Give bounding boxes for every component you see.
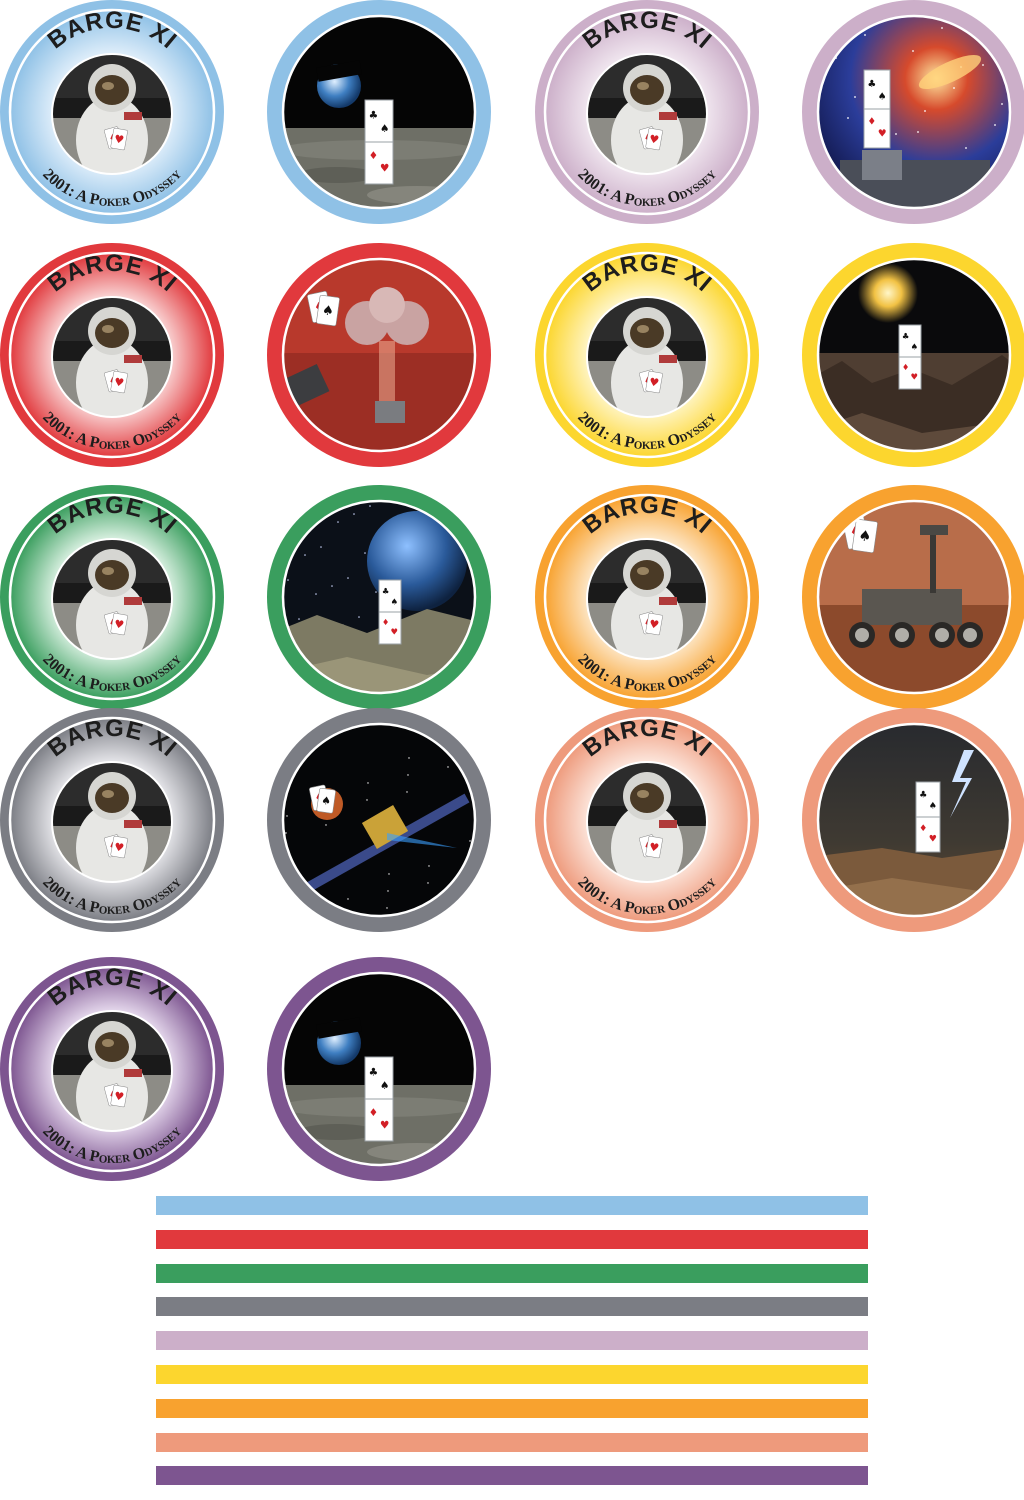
svg-text:♥: ♥ (380, 161, 390, 174)
svg-text:♠: ♠ (380, 1079, 390, 1092)
svg-text:♥: ♥ (113, 375, 125, 390)
svg-text:♦: ♦ (382, 617, 389, 627)
color-stripe (156, 1297, 868, 1317)
svg-text:♥: ♥ (878, 128, 887, 139)
color-stripe (156, 1196, 868, 1215)
svg-text:♣: ♣ (369, 108, 379, 121)
svg-text:♠: ♠ (380, 122, 390, 135)
color-stripe (156, 1398, 868, 1418)
color-stripes (156, 1196, 868, 1500)
svg-text:♥: ♥ (648, 132, 660, 147)
svg-text:♥: ♥ (648, 617, 660, 632)
svg-text:♥: ♥ (113, 840, 125, 855)
svg-text:♠: ♠ (911, 341, 918, 351)
svg-text:♥: ♥ (648, 840, 660, 855)
color-stripe (156, 1263, 868, 1283)
svg-text:♥: ♥ (113, 1089, 125, 1104)
svg-text:♥: ♥ (380, 1118, 390, 1131)
svg-text:♣: ♣ (919, 790, 927, 800)
color-stripe (156, 1229, 868, 1249)
chip-scene-galaxy-telescope: ♣ ♠ ♦ ♥ (802, 0, 1024, 224)
svg-text:♦: ♦ (867, 117, 876, 128)
svg-text:♣: ♣ (867, 79, 876, 90)
svg-text:♥: ♥ (113, 132, 125, 147)
svg-text:♠: ♠ (929, 802, 937, 812)
svg-text:♥: ♥ (648, 375, 660, 390)
chip-scene-earthrise-moon: ♣ ♠ ♦ ♥ (267, 0, 491, 224)
svg-text:♠: ♠ (321, 303, 335, 320)
svg-text:♣: ♣ (382, 586, 389, 596)
svg-text:♦: ♦ (902, 362, 909, 372)
svg-text:♠: ♠ (391, 596, 398, 606)
chip-scene-earthrise-moon: ♣ ♠ ♦ ♥ (267, 957, 491, 1181)
color-stripe (156, 1364, 868, 1384)
color-stripe (156, 1466, 868, 1486)
svg-text:♥: ♥ (113, 617, 125, 632)
svg-text:♦: ♦ (369, 149, 379, 162)
svg-text:♠: ♠ (878, 92, 887, 103)
color-stripe (156, 1432, 868, 1452)
chip-scene-sun-rocky-planet: ♣ ♠ ♦ ♥ (802, 243, 1024, 467)
svg-text:♦: ♦ (369, 1106, 379, 1119)
svg-text:♠: ♠ (857, 528, 872, 546)
svg-text:♥: ♥ (911, 371, 918, 381)
svg-text:♦: ♦ (919, 824, 927, 834)
chip-scene-lightning-planet: ♣ ♠ ♦ ♥ (802, 708, 1024, 932)
svg-text:♥: ♥ (391, 626, 398, 636)
svg-text:♣: ♣ (902, 331, 909, 341)
svg-text:♠: ♠ (320, 794, 331, 808)
chip-scene-satellite-space: ♦♠ (267, 708, 491, 932)
color-stripe (156, 1331, 868, 1351)
chip-scene-mars-lander: ♦♠ (267, 243, 491, 467)
svg-text:♣: ♣ (369, 1065, 379, 1078)
svg-text:♥: ♥ (929, 835, 937, 845)
chip-scene-mars-rover: ♦♠ (802, 485, 1024, 709)
chip-scene-gas-giant-moon: ♣ ♠ ♦ ♥ (267, 485, 491, 709)
